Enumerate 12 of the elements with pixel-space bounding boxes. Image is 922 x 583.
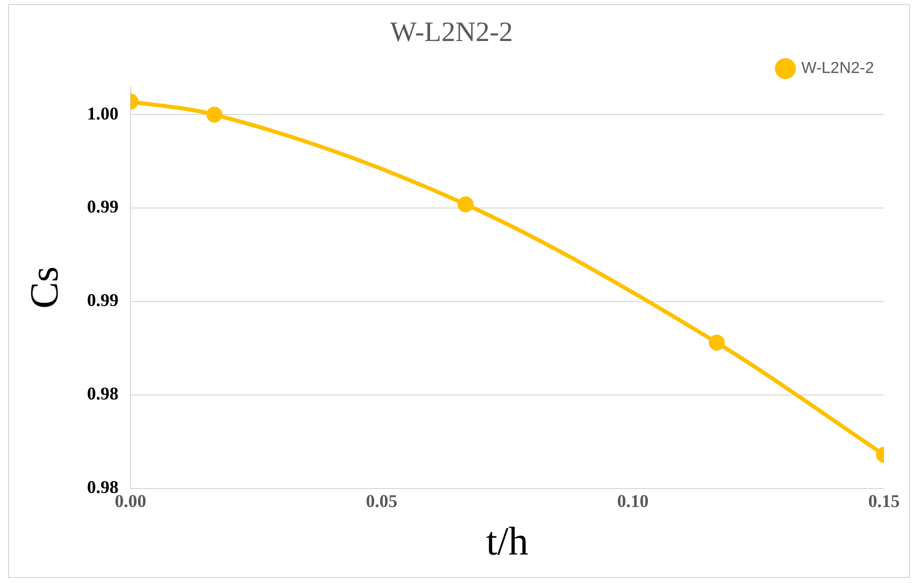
y-tick-label: 0.98	[87, 384, 118, 404]
x-tick-label: 0.05	[366, 490, 398, 511]
y-tick-label: 0.99	[87, 290, 118, 310]
chart-title: W-L2N2-2	[390, 17, 513, 48]
y-axis-title: Cs	[22, 266, 66, 309]
point	[458, 196, 474, 212]
x-axis-title: t/h	[486, 518, 528, 564]
legend-label: W-L2N2-2	[801, 60, 874, 78]
y-tick-label: 0.99	[87, 196, 118, 217]
y-tick-label: 1.00	[87, 103, 118, 124]
x-tick-label: 0.10	[617, 490, 649, 511]
x-tick-label: 0.15	[868, 490, 900, 511]
